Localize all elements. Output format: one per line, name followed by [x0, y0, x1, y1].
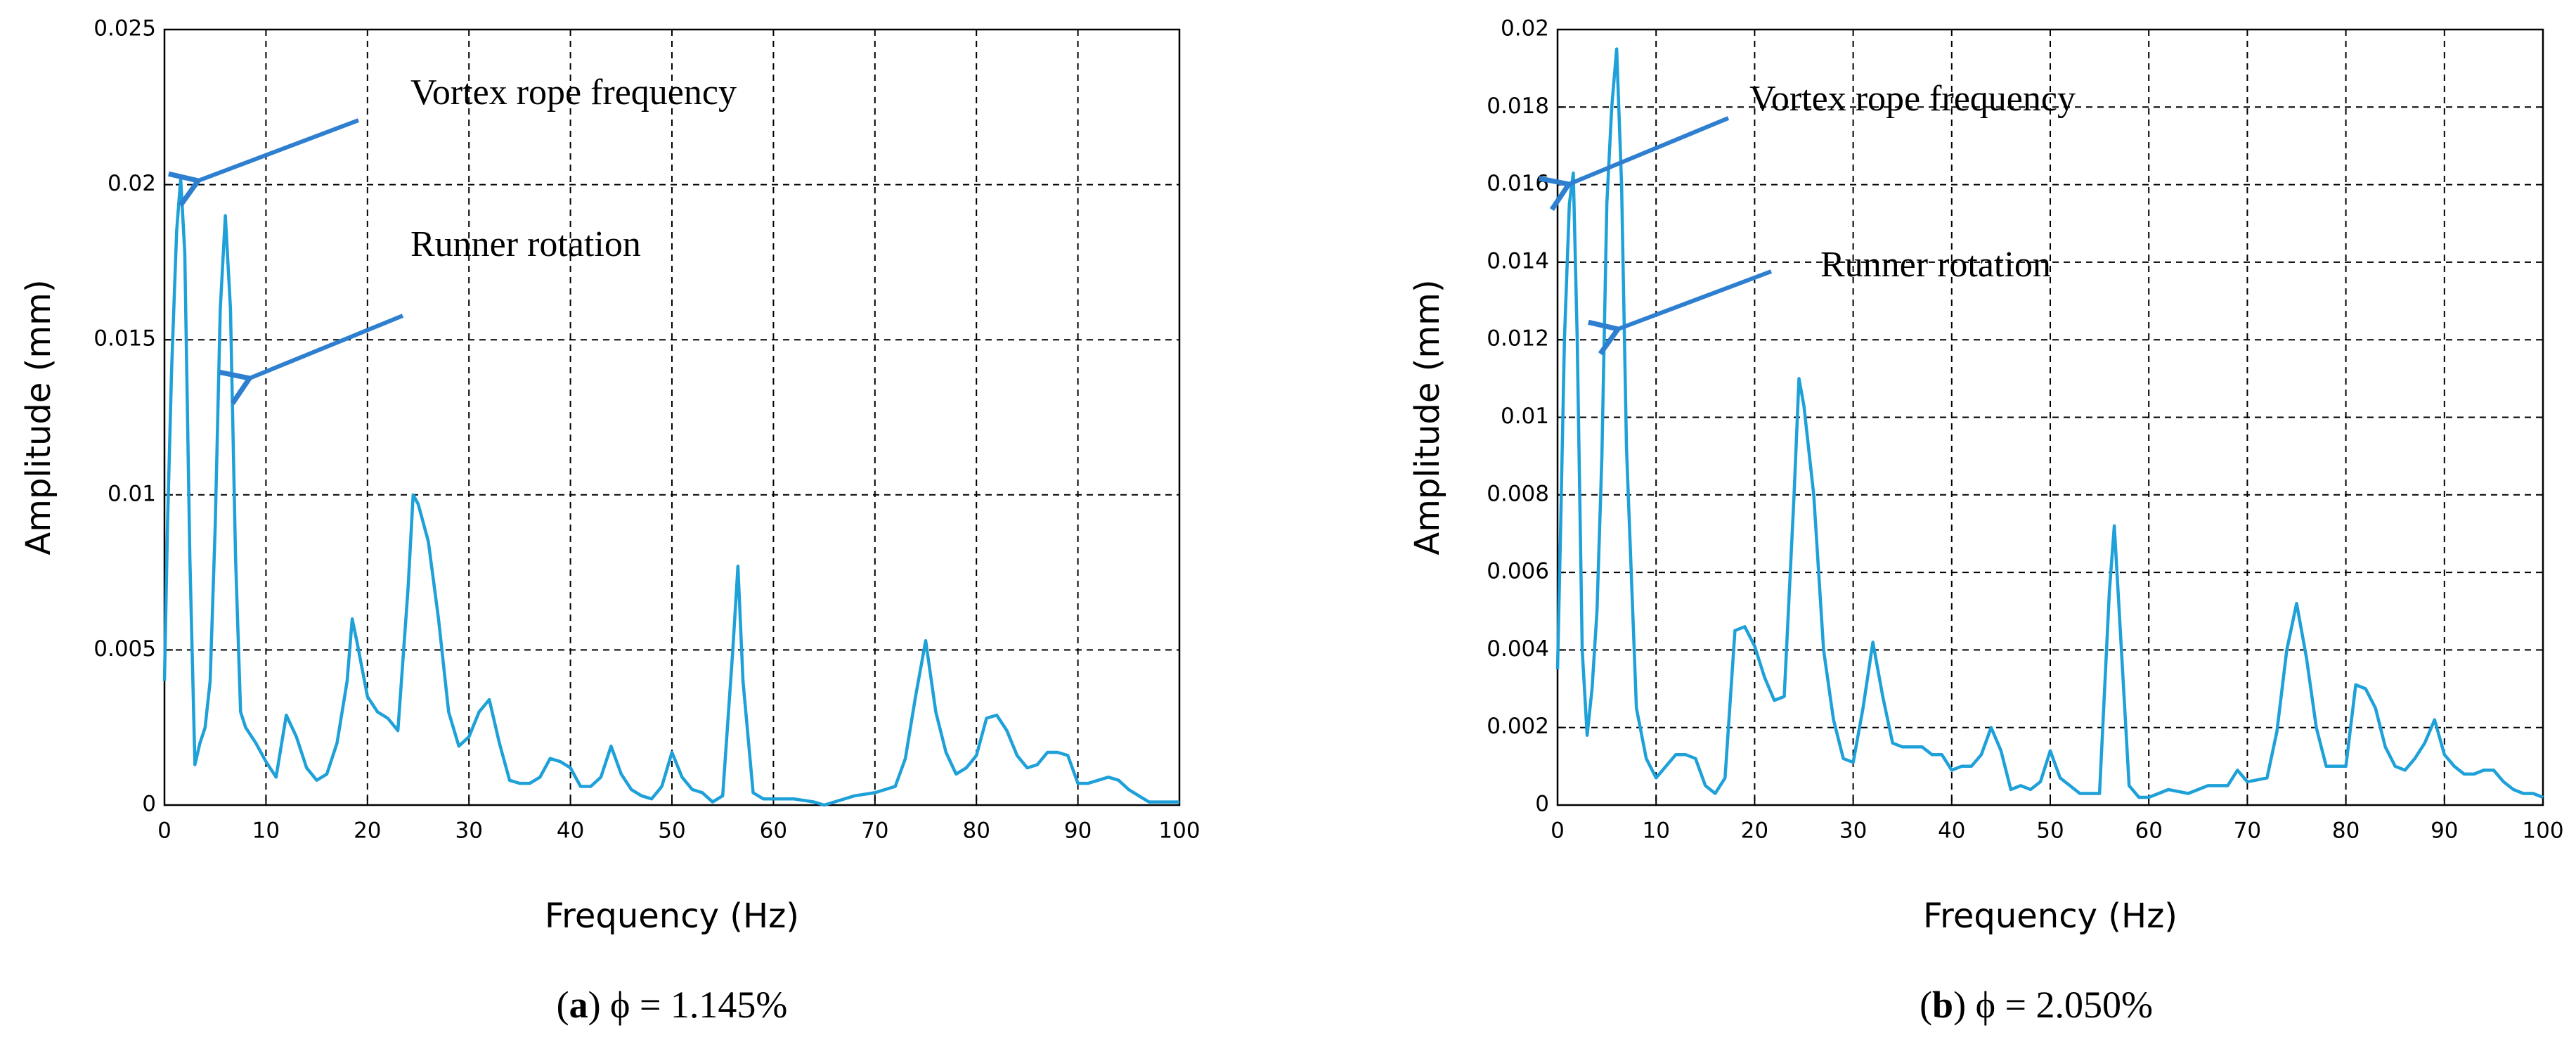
plot-frame [1556, 28, 2544, 806]
y-tick-label: 0.014 [1487, 248, 1549, 274]
caption-part: ( [557, 984, 569, 1026]
x-axis-label: Frequency (Hz) [1923, 896, 2177, 936]
chart-panel: 0 0.005 0.01 0.015 0.02 0.025 0 10 20 30 40 50 60 70 8… [19, 16, 1200, 1027]
caption-part: ) ϕ = 2.050% [1953, 984, 2153, 1026]
x-tick-label: 70 [2234, 818, 2261, 844]
x-tick-label: 100 [2522, 818, 2563, 844]
data-line [162, 176, 1179, 807]
y-tick-label: 0.01 [1501, 404, 1549, 429]
x-axis-label: Frequency (Hz) [545, 896, 799, 936]
y-axis-label: Amplitude (mm) [19, 279, 58, 555]
caption-part: ( [1920, 984, 1932, 1026]
x-tick-label: 40 [1938, 818, 1965, 844]
y-tick-label: 0.02 [108, 171, 156, 196]
annotation-arrow [219, 314, 404, 405]
data-line [1555, 47, 2544, 799]
y-tick-label: 0.018 [1487, 94, 1549, 119]
y-tick-label: 0 [1535, 792, 1549, 817]
x-tick-label: 0 [1551, 818, 1565, 844]
caption: (a) ϕ = 1.145% [557, 984, 788, 1026]
plot-frame [163, 28, 1181, 806]
x-tick-label: 60 [2135, 818, 2162, 844]
chart-panel: 0 0.002 0.004 0.006 0.008 0.01 0.012 0.014 0.016… [1408, 16, 2564, 1027]
x-tick-label: 30 [1839, 818, 1867, 844]
x-tick-label: 20 [1741, 818, 1768, 844]
y-tick-label: 0.004 [1487, 636, 1549, 662]
annotation: Runner rotation [410, 224, 641, 264]
y-tick-label: 0.005 [93, 636, 156, 662]
y-axis-label: Amplitude (mm) [1408, 279, 1447, 555]
x-tick-label: 50 [2036, 818, 2064, 844]
caption-part: a [569, 984, 588, 1026]
x-tick-label: 0 [157, 818, 171, 844]
y-tick-label: 0.012 [1487, 326, 1549, 352]
x-tick-label: 20 [354, 818, 381, 844]
y-tick-label: 0.008 [1487, 481, 1549, 506]
caption-part: b [1932, 984, 1953, 1026]
x-tick-label: 40 [557, 818, 584, 844]
annotation-arrow [1588, 269, 1773, 356]
y-tick-label: 0.015 [93, 326, 156, 352]
y-tick-label: 0.002 [1487, 714, 1549, 739]
x-tick-label: 10 [1642, 818, 1669, 844]
x-tick-label: 100 [1158, 818, 1200, 844]
x-tick-label: 30 [455, 818, 482, 844]
x-tick-label: 80 [962, 818, 990, 844]
y-tick-label: 0.025 [93, 16, 156, 41]
caption: (b) ϕ = 2.050% [1920, 984, 2153, 1026]
annotation: Runner rotation [1820, 245, 2051, 285]
x-tick-label: 90 [2431, 818, 2458, 844]
x-tick-label: 90 [1064, 818, 1092, 844]
x-tick-label: 80 [2332, 818, 2360, 844]
y-tick-label: 0 [142, 792, 156, 817]
y-tick-label: 0.01 [108, 481, 156, 506]
annotation: Vortex rope frequency [1749, 79, 2076, 119]
annotation-arrow [168, 118, 360, 207]
x-tick-label: 70 [861, 818, 888, 844]
x-tick-label: 60 [760, 818, 787, 844]
annotation-arrow [1538, 116, 1730, 211]
y-tick-label: 0.006 [1487, 559, 1549, 584]
caption-part: ) ϕ = 1.145% [588, 984, 788, 1026]
annotation: Vortex rope frequency [410, 72, 737, 112]
y-tick-label: 0.016 [1487, 171, 1549, 196]
x-tick-label: 50 [658, 818, 685, 844]
x-tick-label: 10 [252, 818, 280, 844]
y-tick-label: 0.02 [1501, 16, 1549, 41]
